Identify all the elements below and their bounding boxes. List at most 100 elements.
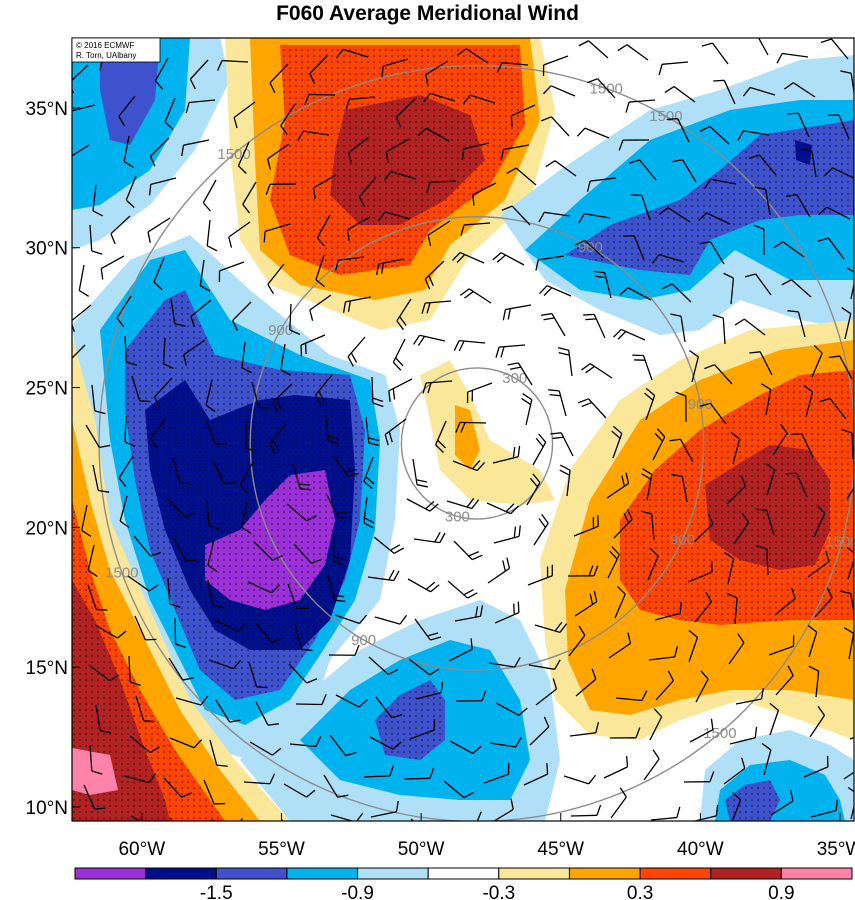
wind-barb	[723, 272, 735, 305]
wind-barb	[840, 70, 854, 97]
range-ring	[249, 216, 705, 671]
wind-barb	[630, 194, 651, 221]
wind-barb	[209, 739, 228, 767]
wind-barb	[757, 38, 769, 56]
wind-barb	[701, 42, 729, 65]
wind-barb	[548, 389, 567, 417]
wind-barb	[704, 364, 733, 385]
wind-barb	[100, 255, 125, 280]
wind-barb	[607, 546, 620, 579]
wind-barb	[94, 624, 127, 639]
wind-barb	[748, 154, 777, 176]
wind-barb	[425, 60, 449, 86]
lat-tick-label: 15°N	[26, 658, 68, 679]
wind-barb	[409, 718, 436, 740]
wind-barb	[570, 804, 602, 817]
lat-tick-label: 20°N	[26, 518, 68, 539]
wind-barb	[241, 501, 252, 534]
colorbar-swatch	[780, 867, 853, 880]
wind-barb	[737, 130, 770, 141]
wind-barb	[243, 773, 276, 785]
wind-barb	[385, 138, 410, 163]
wind-barb	[239, 461, 254, 494]
colorbar-swatch	[639, 867, 712, 880]
wind-barb	[335, 694, 368, 708]
contour-fill	[565, 120, 854, 275]
plot-frame	[71, 37, 855, 822]
wind-barb	[754, 186, 771, 216]
wind-barb	[581, 363, 613, 379]
wind-barb	[91, 384, 106, 415]
range-ring-label: 900	[670, 531, 695, 548]
wind-barb	[118, 95, 136, 127]
wind-barb	[729, 726, 758, 745]
wind-barb	[528, 659, 561, 670]
wind-barb	[486, 502, 519, 515]
wind-barb	[675, 391, 687, 423]
wind-barb	[370, 800, 399, 818]
wind-barb	[421, 300, 452, 314]
wind-barb	[413, 334, 446, 346]
wind-barb	[206, 499, 220, 530]
wind-barb	[568, 625, 586, 657]
contour-fill	[705, 445, 830, 570]
wind-barb	[147, 217, 171, 243]
wind-barb	[153, 257, 165, 291]
range-ring	[98, 65, 854, 821]
wind-barb	[819, 397, 847, 420]
wind-barb	[288, 663, 318, 684]
wind-barb	[742, 86, 776, 97]
wind-barb	[785, 193, 811, 218]
wind-barb	[446, 497, 480, 510]
wind-barb	[415, 681, 444, 700]
wind-barb	[422, 92, 456, 103]
wind-barb	[617, 44, 649, 61]
wind-barb	[267, 143, 290, 170]
wind-barb	[166, 497, 196, 518]
wind-barb	[713, 79, 736, 105]
wind-barb	[539, 285, 572, 297]
wind-barb	[492, 252, 525, 266]
wind-barb	[453, 340, 486, 352]
wind-barb	[654, 602, 682, 621]
wind-barb	[249, 741, 282, 756]
wind-barb	[569, 721, 600, 737]
wind-barb	[162, 337, 174, 370]
wind-barb	[803, 755, 829, 778]
wind-barb	[526, 473, 541, 506]
wind-barb	[728, 633, 745, 665]
lon-tick-label: 60°W	[118, 839, 165, 860]
wind-barb	[365, 416, 380, 447]
wind-barb	[269, 63, 289, 93]
wind-barb	[255, 701, 279, 726]
wind-barb	[730, 431, 741, 465]
wind-barb	[493, 525, 521, 544]
wind-barb	[124, 335, 138, 366]
wind-barb	[272, 383, 293, 413]
credit-line-1: © 2016 ECMWF	[76, 41, 134, 50]
wind-barb	[501, 205, 531, 226]
wind-barb	[487, 557, 511, 584]
contour-fill	[330, 95, 485, 225]
wind-barb	[128, 655, 141, 687]
wind-barb	[214, 619, 247, 632]
wind-barb	[787, 310, 806, 338]
contour-fill	[725, 780, 780, 821]
wind-barb	[327, 574, 346, 603]
colorbar-swatch	[215, 867, 288, 880]
wind-barb	[776, 52, 809, 64]
wind-barb	[495, 344, 526, 358]
wind-barb	[363, 496, 375, 529]
contour-fill	[420, 360, 555, 505]
wind-barb	[154, 57, 169, 90]
wind-barb	[363, 456, 375, 490]
wind-barb	[422, 380, 453, 394]
range-ring-label: 900	[351, 632, 376, 649]
wind-barb	[208, 659, 242, 670]
wind-barb	[388, 378, 413, 402]
wind-barb	[827, 114, 850, 140]
wind-barb	[610, 787, 627, 819]
wind-barb	[506, 167, 537, 186]
wind-barb	[542, 85, 576, 97]
wind-barb	[545, 160, 577, 177]
